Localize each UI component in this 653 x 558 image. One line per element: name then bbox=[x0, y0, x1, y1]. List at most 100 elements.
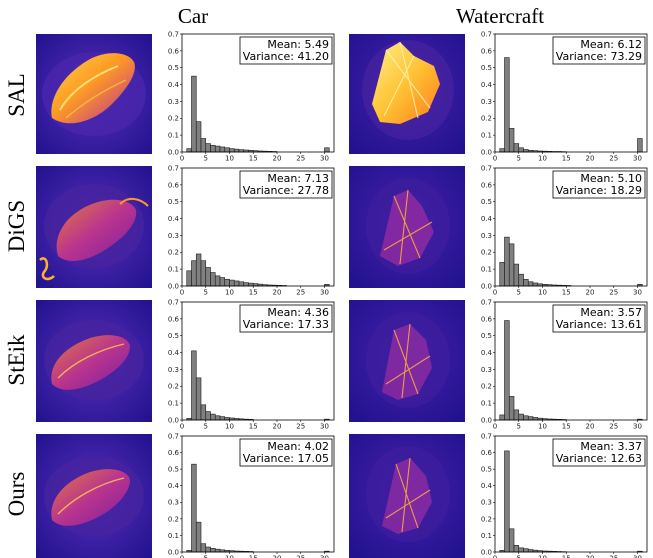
x-tick-label: 10 bbox=[225, 423, 234, 431]
histogram-bar bbox=[527, 281, 534, 287]
x-tick-label: 5 bbox=[204, 289, 208, 297]
histogram-bar bbox=[214, 145, 221, 153]
y-tick-label: 0.0 bbox=[168, 148, 179, 156]
field-image-sal-car bbox=[36, 34, 152, 154]
stats-box bbox=[552, 438, 646, 467]
variance-label: Variance: 27.78 bbox=[243, 184, 329, 197]
histogram-bar bbox=[200, 543, 207, 553]
histogram-bar bbox=[229, 148, 235, 153]
y-tick-label: 0.6 bbox=[168, 181, 180, 189]
y-tick-label: 0.3 bbox=[481, 366, 492, 374]
x-tick-label: 20 bbox=[586, 155, 595, 163]
histogram-bar bbox=[238, 281, 245, 287]
x-tick-label: 5 bbox=[517, 555, 521, 558]
y-tick-label: 0.5 bbox=[168, 332, 179, 340]
x-tick-label: 30 bbox=[320, 423, 329, 431]
x-tick-label: 0 bbox=[180, 555, 184, 558]
y-tick-label: 0.1 bbox=[481, 532, 492, 540]
y-tick-label: 0.5 bbox=[481, 64, 492, 72]
histogram-bar bbox=[200, 138, 207, 153]
x-tick-label: 30 bbox=[633, 289, 642, 297]
y-tick-label: 0.1 bbox=[168, 532, 179, 540]
histogram-bar bbox=[224, 278, 230, 287]
histogram-steik-car: 0.0 0.1 0.2 0.3 0.4 0.5 0.6 0.7 0 5 10 15 20 25 30 Mean… bbox=[168, 298, 335, 431]
histogram-bar bbox=[219, 277, 226, 287]
y-tick-label: 0.4 bbox=[481, 349, 493, 357]
x-tick-label: 30 bbox=[320, 155, 329, 163]
x-tick-label: 0 bbox=[493, 289, 497, 297]
x-tick-label: 10 bbox=[538, 423, 547, 431]
column-header-car: Car bbox=[178, 4, 208, 28]
histogram-bar bbox=[523, 548, 529, 553]
histogram-bar bbox=[518, 273, 524, 287]
y-tick-label: 0.1 bbox=[481, 400, 492, 408]
y-tick-label: 0.3 bbox=[168, 499, 179, 507]
variance-label: Variance: 17.05 bbox=[243, 452, 329, 465]
axes-frame bbox=[181, 167, 335, 287]
y-tick-label: 0.1 bbox=[168, 400, 179, 408]
field-image-digs-car bbox=[36, 166, 152, 288]
histogram-bar bbox=[210, 413, 216, 421]
mean-label: Mean: 7.13 bbox=[267, 172, 329, 185]
histogram-bar bbox=[233, 148, 240, 153]
histogram-bar bbox=[513, 545, 520, 553]
y-tick-label: 0.7 bbox=[481, 432, 492, 440]
y-tick-label: 0.2 bbox=[481, 515, 492, 523]
x-tick-label: 10 bbox=[538, 289, 547, 297]
histogram-ours-watercraft: 0.0 0.1 0.2 0.3 0.4 0.5 0.6 0.7 0 5 10 15 20 25 30 Mean… bbox=[481, 432, 648, 558]
x-tick-label: 25 bbox=[609, 155, 618, 163]
x-tick-label: 30 bbox=[633, 155, 642, 163]
x-tick-label: 5 bbox=[204, 423, 208, 431]
axes-frame bbox=[181, 33, 335, 153]
field-image-digs-watercraft bbox=[349, 166, 465, 288]
histogram-bar bbox=[243, 282, 249, 287]
x-tick-label: 25 bbox=[296, 555, 305, 558]
y-tick-label: 0.0 bbox=[168, 548, 179, 556]
axes-frame bbox=[494, 301, 648, 421]
histogram-bar bbox=[532, 282, 539, 287]
field-image-ours-watercraft bbox=[349, 434, 465, 558]
histogram-sal-watercraft: 0.0 0.1 0.2 0.3 0.4 0.5 0.6 0.7 0 5 10 15 20 25 30 Mean… bbox=[481, 30, 648, 163]
histogram-bar bbox=[205, 267, 211, 287]
histogram-bar bbox=[195, 121, 202, 153]
histogram-digs-watercraft: 0.0 0.1 0.2 0.3 0.4 0.5 0.6 0.7 0 5 10 15 20 25 30 Mean… bbox=[481, 164, 648, 297]
y-tick-label: 0.5 bbox=[481, 466, 492, 474]
y-tick-label: 0.2 bbox=[481, 383, 492, 391]
y-tick-label: 0.6 bbox=[481, 315, 493, 323]
histogram-bar bbox=[248, 282, 254, 287]
x-tick-label: 10 bbox=[225, 155, 234, 163]
x-tick-label: 5 bbox=[517, 289, 521, 297]
y-tick-label: 0.6 bbox=[481, 47, 493, 55]
histogram-bar bbox=[205, 546, 211, 553]
histogram-bar bbox=[499, 262, 505, 287]
y-tick-label: 0.7 bbox=[168, 298, 179, 306]
histogram-bar bbox=[508, 243, 515, 287]
stats-box bbox=[552, 304, 646, 333]
y-tick-label: 0.4 bbox=[168, 482, 180, 490]
x-tick-label: 25 bbox=[609, 289, 618, 297]
y-tick-label: 0.0 bbox=[168, 282, 179, 290]
x-tick-label: 10 bbox=[538, 155, 547, 163]
y-tick-label: 0.3 bbox=[481, 232, 492, 240]
y-tick-label: 0.6 bbox=[168, 449, 180, 457]
field-image-ours-car bbox=[36, 434, 152, 558]
histogram-bar bbox=[205, 143, 211, 153]
axes-frame bbox=[181, 301, 335, 421]
y-tick-label: 0.2 bbox=[168, 383, 179, 391]
axes-frame bbox=[494, 167, 648, 287]
histogram-bar bbox=[200, 260, 207, 287]
histogram-bar bbox=[504, 57, 510, 153]
x-tick-label: 25 bbox=[609, 423, 618, 431]
y-tick-label: 0.4 bbox=[168, 81, 180, 89]
histogram-bar bbox=[219, 416, 226, 421]
histogram-bar bbox=[191, 260, 197, 287]
y-tick-label: 0.5 bbox=[168, 64, 179, 72]
y-tick-label: 0.3 bbox=[168, 366, 179, 374]
mean-label: Mean: 5.49 bbox=[267, 38, 329, 51]
y-tick-label: 0.0 bbox=[168, 416, 179, 424]
mean-label: Mean: 4.02 bbox=[267, 440, 329, 453]
x-tick-label: 15 bbox=[562, 423, 571, 431]
x-tick-label: 25 bbox=[296, 423, 305, 431]
histogram-ours-car: 0.0 0.1 0.2 0.3 0.4 0.5 0.6 0.7 0 5 10 15 20 25 30 Mean… bbox=[168, 432, 335, 558]
y-tick-label: 0.2 bbox=[168, 115, 179, 123]
